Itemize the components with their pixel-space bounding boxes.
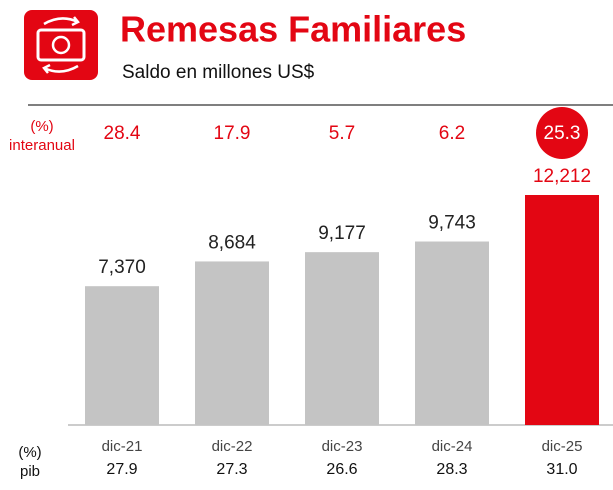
x-tick-label: dic-22 [212, 438, 253, 455]
bar-value-label: 12,212 [533, 166, 591, 187]
x-tick-label: dic-21 [102, 438, 143, 455]
pib-value: 28.3 [436, 461, 467, 478]
pib-value: 27.9 [106, 461, 137, 478]
bar [195, 261, 269, 425]
interanual-row-label: (%) [30, 118, 53, 135]
x-tick-label: dic-23 [322, 438, 363, 455]
pib-value: 31.0 [546, 461, 577, 478]
bar-value-label: 9,177 [318, 223, 366, 244]
bar-value-label: 7,370 [98, 257, 146, 278]
pib-value: 27.3 [216, 461, 247, 478]
x-tick-label: dic-24 [432, 438, 473, 455]
pib-value: 26.6 [326, 461, 357, 478]
bar-value-label: 9,743 [428, 213, 476, 234]
x-tick-label: dic-25 [542, 438, 583, 455]
bar [85, 286, 159, 425]
bar-value-label: 8,684 [208, 232, 256, 253]
remittance-icon [24, 10, 98, 80]
interanual-value: 17.9 [214, 123, 251, 144]
bar [305, 252, 379, 425]
interanual-value: 6.2 [439, 123, 465, 144]
bar [525, 195, 599, 425]
icon-coin [51, 35, 71, 55]
icon-arrow-top [43, 16, 80, 27]
pib-row-label: pib [20, 463, 40, 480]
highlight-circle [536, 107, 588, 159]
interanual-value: 25.3 [544, 123, 581, 144]
pib-row-label: (%) [18, 444, 41, 461]
interanual-value: 28.4 [104, 123, 141, 144]
icon-bill [36, 28, 86, 62]
chart-title: Remesas Familiares [120, 9, 466, 50]
icon-arrow-bottom [42, 63, 79, 74]
interanual-value: 5.7 [329, 123, 355, 144]
chart-subtitle: Saldo en millones US$ [122, 62, 315, 83]
interanual-row-label: interanual [9, 137, 75, 154]
icon-background [24, 10, 98, 80]
bar [415, 241, 489, 425]
